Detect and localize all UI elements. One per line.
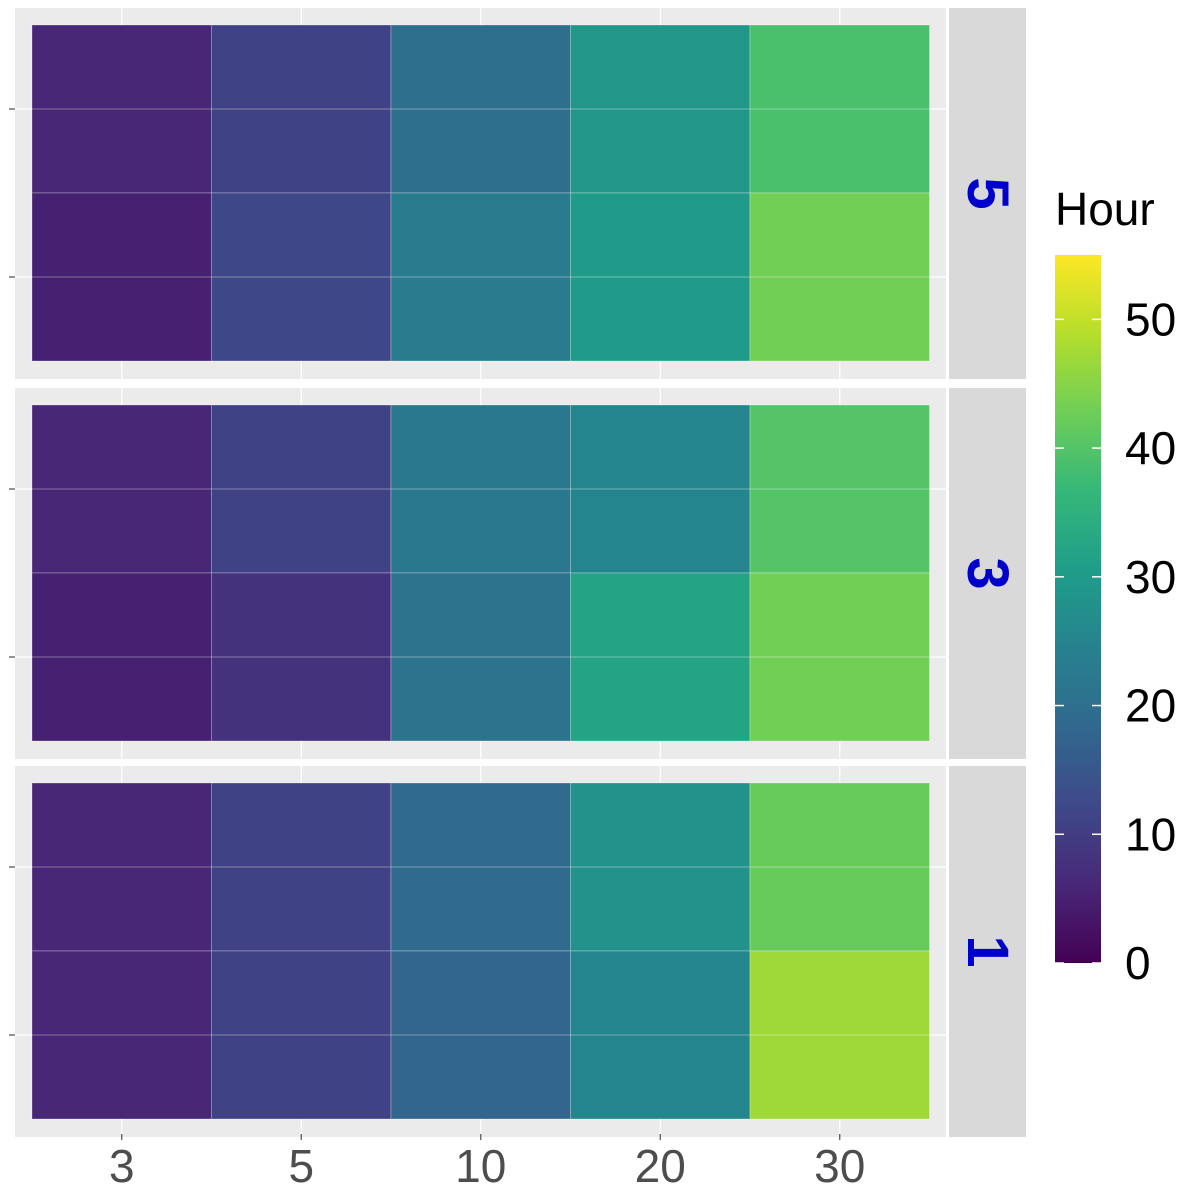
- heatmap-tile: [31, 404, 212, 574]
- x-tick-label: 30: [814, 1140, 865, 1192]
- heatmap-tile: [570, 950, 751, 1120]
- x-tick-label: 3: [109, 1140, 135, 1192]
- heatmap-tile: [211, 572, 392, 742]
- heatmap-tile: [390, 24, 571, 194]
- facet-panels: 5 3 1: [9, 8, 1026, 1137]
- facet-strip: [949, 766, 1026, 1137]
- x-tick-label: 20: [635, 1140, 686, 1192]
- heatmap-tile: [749, 572, 930, 742]
- heatmap-tile: [570, 572, 751, 742]
- heatmap-tile: [570, 782, 751, 952]
- legend-tick-label: 30: [1125, 551, 1176, 603]
- heatmap-tile: [390, 950, 571, 1120]
- facet-panel-1: 1: [9, 766, 1026, 1137]
- heatmap-tile: [749, 950, 930, 1120]
- facet-strip-label: 3: [955, 557, 1020, 589]
- heatmap-tile: [211, 404, 392, 574]
- legend-ticks: 0 10 20 30 40 50: [1055, 293, 1176, 989]
- legend-tick-label: 40: [1125, 422, 1176, 474]
- heatmap-tile: [749, 192, 930, 362]
- heatmap-tile: [749, 782, 930, 952]
- facet-panel-3: 3: [9, 388, 1026, 759]
- heatmap-tile: [31, 192, 212, 362]
- heatmap-tile: [31, 782, 212, 952]
- heatmap-tile: [390, 404, 571, 574]
- heatmap-tile: [749, 24, 930, 194]
- heatmap-tile: [570, 404, 751, 574]
- facet-strip-label: 5: [955, 177, 1020, 209]
- facet-panel-5: 5: [9, 8, 1026, 379]
- legend-tick-label: 10: [1125, 808, 1176, 860]
- x-tick-label: 10: [455, 1140, 506, 1192]
- facet-strip-label: 1: [955, 935, 1020, 967]
- facet-strip: [949, 8, 1026, 379]
- heatmap-tile: [31, 24, 212, 194]
- legend-tick-label: 50: [1125, 293, 1176, 345]
- heatmap-tile: [31, 572, 212, 742]
- heatmap-tile: [390, 782, 571, 952]
- heatmap-tile: [211, 950, 392, 1120]
- legend-tick-label: 20: [1125, 680, 1176, 732]
- heatmap-tile: [211, 192, 392, 362]
- legend-tick-label: 0: [1125, 937, 1151, 989]
- x-tick-label: 5: [288, 1140, 314, 1192]
- heatmap-tile: [749, 404, 930, 574]
- heatmap-tile: [570, 192, 751, 362]
- color-legend: Hour 0 10 20 30 40 50: [1055, 183, 1176, 989]
- x-axis: 3 5 10 20 30: [109, 1134, 865, 1192]
- heatmap-tile: [390, 572, 571, 742]
- heatmap-tile: [211, 782, 392, 952]
- heatmap-tile: [211, 24, 392, 194]
- facet-strip: [949, 388, 1026, 759]
- heatmap-tile: [31, 950, 212, 1120]
- legend-title: Hour: [1055, 183, 1155, 235]
- heatmap-tile: [570, 24, 751, 194]
- legend-colorbar: [1055, 255, 1101, 963]
- heatmap-tile: [390, 192, 571, 362]
